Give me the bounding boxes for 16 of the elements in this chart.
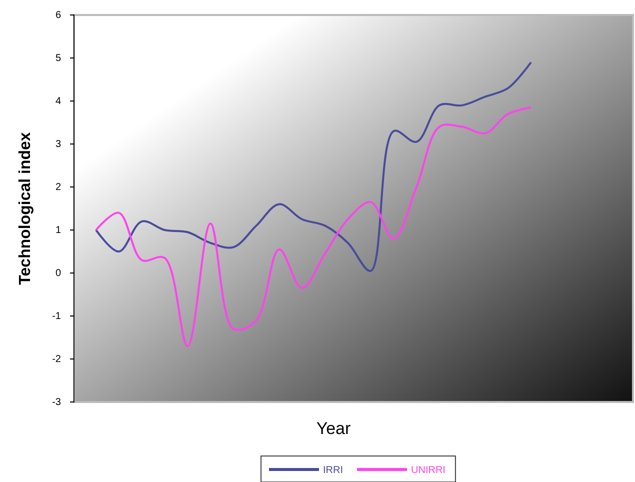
y-tick-label: 3 [55,139,62,150]
y-tick-label: 6 [55,10,62,22]
legend-label: IRRI [323,465,343,476]
line-series [95,106,532,348]
legend-label: UNIRRI [411,465,446,476]
x-axis-title: Year [316,419,352,438]
line-series [95,61,532,272]
y-tick-label: 4 [55,96,62,108]
y-tick-label: -1 [52,311,62,322]
y-tick-label: -2 [52,354,62,366]
y-tick-label: 2 [55,182,62,194]
y-tick-label: 0 [55,268,62,280]
y-tick-label: 1 [55,225,62,236]
y-axis-title: Technological index [17,132,34,285]
y-tick-label: 5 [55,53,62,64]
y-tick-label: -3 [52,397,62,408]
